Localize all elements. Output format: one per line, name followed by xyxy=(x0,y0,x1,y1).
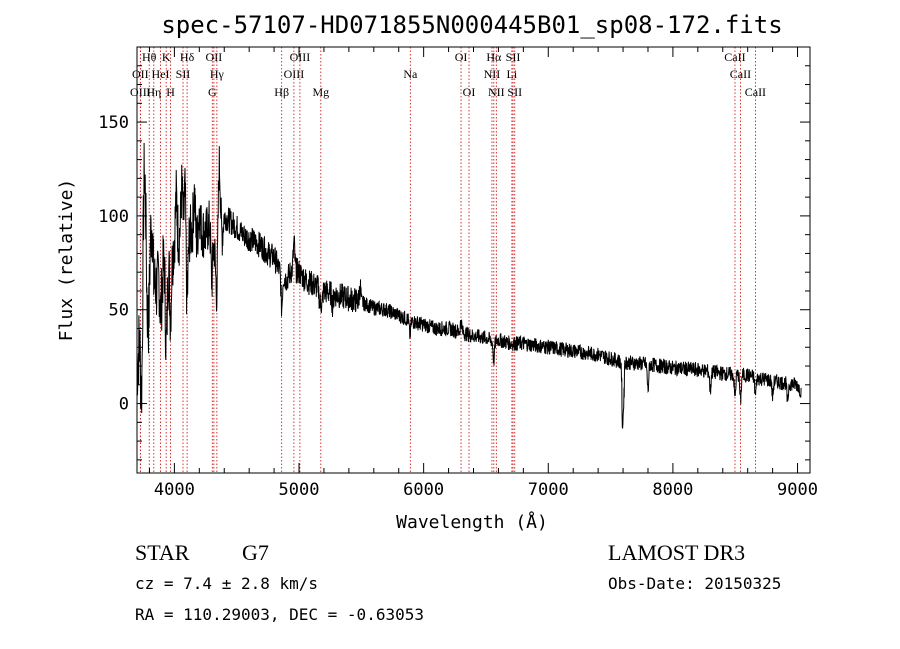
y-axis-ticks: 0 50 100 150 xyxy=(98,65,810,461)
line-label-16: Na xyxy=(403,67,418,81)
line-label-2: OIII xyxy=(130,85,151,99)
line-label-1: OII xyxy=(132,67,149,81)
y-tick-label-1: 50 xyxy=(109,301,129,321)
spectral-line-markers xyxy=(139,47,756,473)
y-tick-label-3: 150 xyxy=(98,113,129,133)
line-label-27: CaII xyxy=(745,85,766,99)
object-subclass: G7 xyxy=(242,540,269,565)
line-label-22: SII xyxy=(506,50,521,64)
plot-frame xyxy=(136,46,811,474)
plot-axes xyxy=(136,46,811,474)
line-label-18: OI xyxy=(463,85,476,99)
survey-name: LAMOST DR3 xyxy=(608,540,745,565)
coordinates: RA = 110.29003, DEC = -0.63053 xyxy=(135,605,424,624)
y-axis-label: Flux (relative) xyxy=(56,179,77,342)
x-tick-label-5: 9000 xyxy=(777,480,818,500)
line-label-14: OIII xyxy=(284,67,305,81)
chart-title: spec-57107-HD071855N000445B01_sp08-172.f… xyxy=(161,11,782,39)
line-label-12: Hβ xyxy=(274,85,289,99)
x-tick-label-1: 5000 xyxy=(279,480,320,500)
spectrum-line xyxy=(136,142,802,429)
line-label-8: Hδ xyxy=(180,50,195,64)
y-tick-label-2: 100 xyxy=(98,207,129,227)
x-axis-label: Wavelength (Å) xyxy=(396,511,548,533)
line-label-7: H xyxy=(166,85,175,99)
line-label-19: Hα xyxy=(486,50,502,64)
line-label-26: CaII xyxy=(730,67,751,81)
line-label-23: Li xyxy=(507,67,518,81)
line-label-3: HeI xyxy=(152,67,170,81)
y-tick-label-0: 0 xyxy=(119,395,129,415)
line-label-24: SII xyxy=(507,85,522,99)
spectrum-series xyxy=(136,142,802,429)
line-label-4: Hη xyxy=(146,85,161,99)
line-label-9: OII xyxy=(206,50,223,64)
line-label-13: OIII xyxy=(290,50,311,64)
line-label-20: NII xyxy=(484,67,501,81)
object-class: STAR xyxy=(135,540,190,565)
line-label-5: K xyxy=(162,50,171,64)
obs-date: Obs-Date: 20150325 xyxy=(608,574,781,593)
x-tick-label-2: 6000 xyxy=(403,480,444,500)
line-label-0: Hθ xyxy=(142,50,157,64)
x-tick-label-0: 4000 xyxy=(154,480,195,500)
x-tick-label-4: 8000 xyxy=(652,480,693,500)
line-label-21: NII xyxy=(488,85,505,99)
x-axis-ticks: 4000 5000 6000 7000 8000 9000 xyxy=(148,47,818,500)
line-label-25: CaII xyxy=(724,50,745,64)
line-label-15: Mg xyxy=(312,85,329,99)
x-tick-label-3: 7000 xyxy=(528,480,569,500)
line-label-17: OI xyxy=(455,50,468,64)
line-label-10: Hγ xyxy=(210,67,225,81)
line-label-11: G xyxy=(208,85,217,99)
line-label-6: SII xyxy=(176,67,191,81)
redshift-cz: cz = 7.4 ± 2.8 km/s xyxy=(135,574,318,593)
